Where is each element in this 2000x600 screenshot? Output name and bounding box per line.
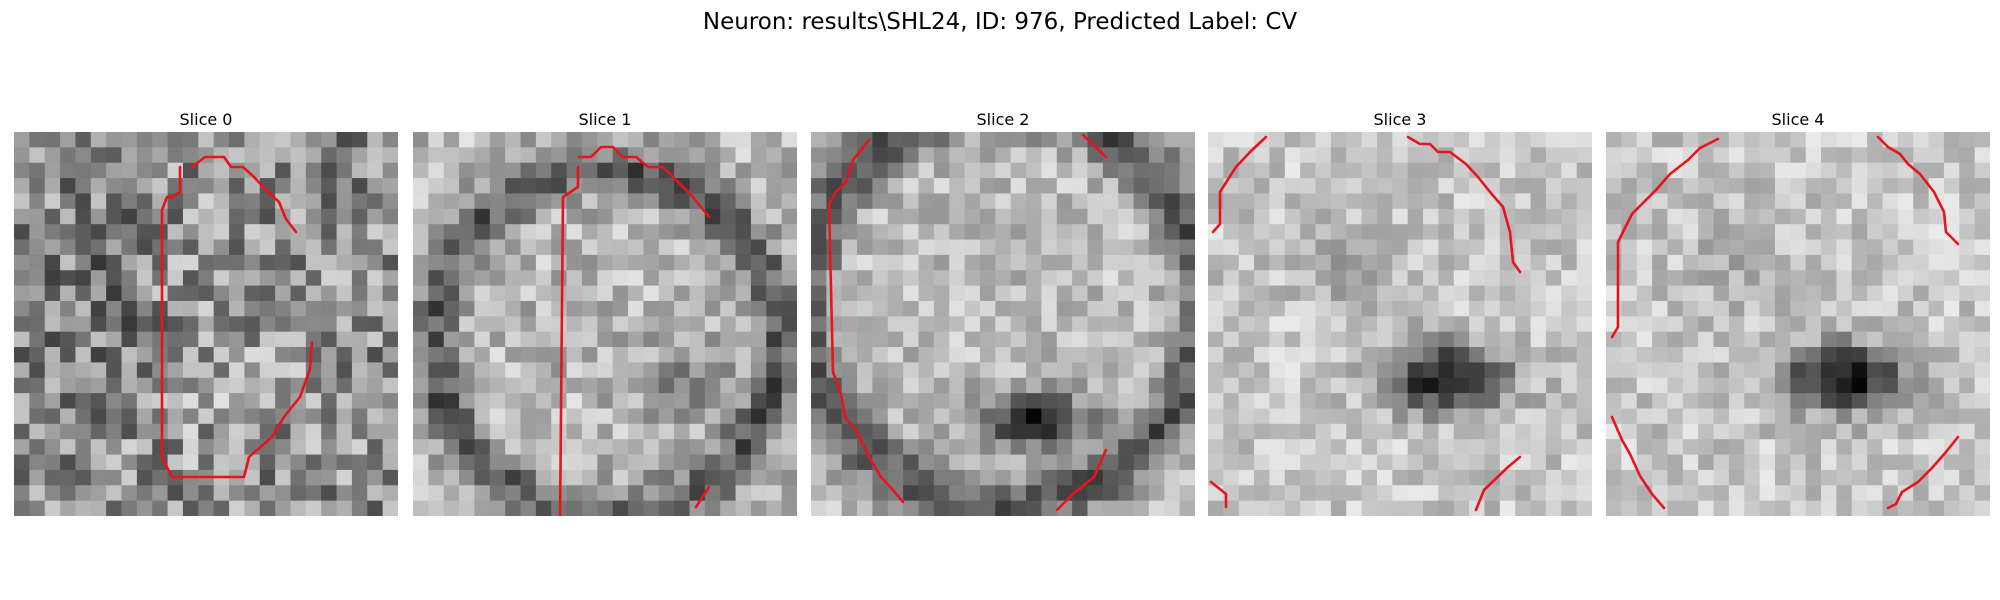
contour-line [1081, 133, 1108, 159]
contour-line [694, 485, 711, 509]
contour-line [1876, 135, 1960, 246]
slice-title: Slice 3 [1373, 110, 1427, 129]
contour-line [1610, 415, 1666, 510]
slice-title: Slice 4 [1771, 110, 1825, 129]
contour-line [827, 138, 905, 504]
slice-image [14, 132, 398, 516]
slice-image [1606, 132, 1990, 516]
contour-line [1474, 455, 1522, 512]
contour-line [190, 155, 298, 234]
contour-line [1055, 448, 1108, 512]
slice-title: Slice 1 [578, 110, 632, 129]
slice-panel-4: Slice 4 [1606, 108, 1990, 516]
slice-panel-2: Slice 2 [811, 108, 1195, 516]
slice-panel-3: Slice 3 [1208, 108, 1592, 516]
slice-image [413, 132, 797, 516]
slice-title: Slice 0 [179, 110, 233, 129]
contour-line [558, 165, 580, 516]
slice-panel-0: Slice 0 [14, 108, 398, 516]
slice-pixels [14, 132, 398, 516]
contour-line [1886, 435, 1960, 510]
figure-title: Neuron: results\SHL24, ID: 976, Predicte… [702, 9, 1298, 35]
contour-line [160, 165, 314, 479]
slice-title: Slice 2 [976, 110, 1030, 129]
slice-panel-1: Slice 1 [413, 108, 797, 516]
slice-image [811, 132, 1195, 516]
contour-line [1211, 135, 1268, 234]
contour-line [1209, 480, 1228, 509]
contour-line [1406, 135, 1522, 274]
slice-pixels [413, 132, 797, 516]
slice-pixels [811, 132, 1195, 516]
contour-line [577, 145, 711, 219]
slice-pixels [1208, 132, 1592, 516]
slice-image [1208, 132, 1592, 516]
contour-line [1610, 137, 1720, 339]
